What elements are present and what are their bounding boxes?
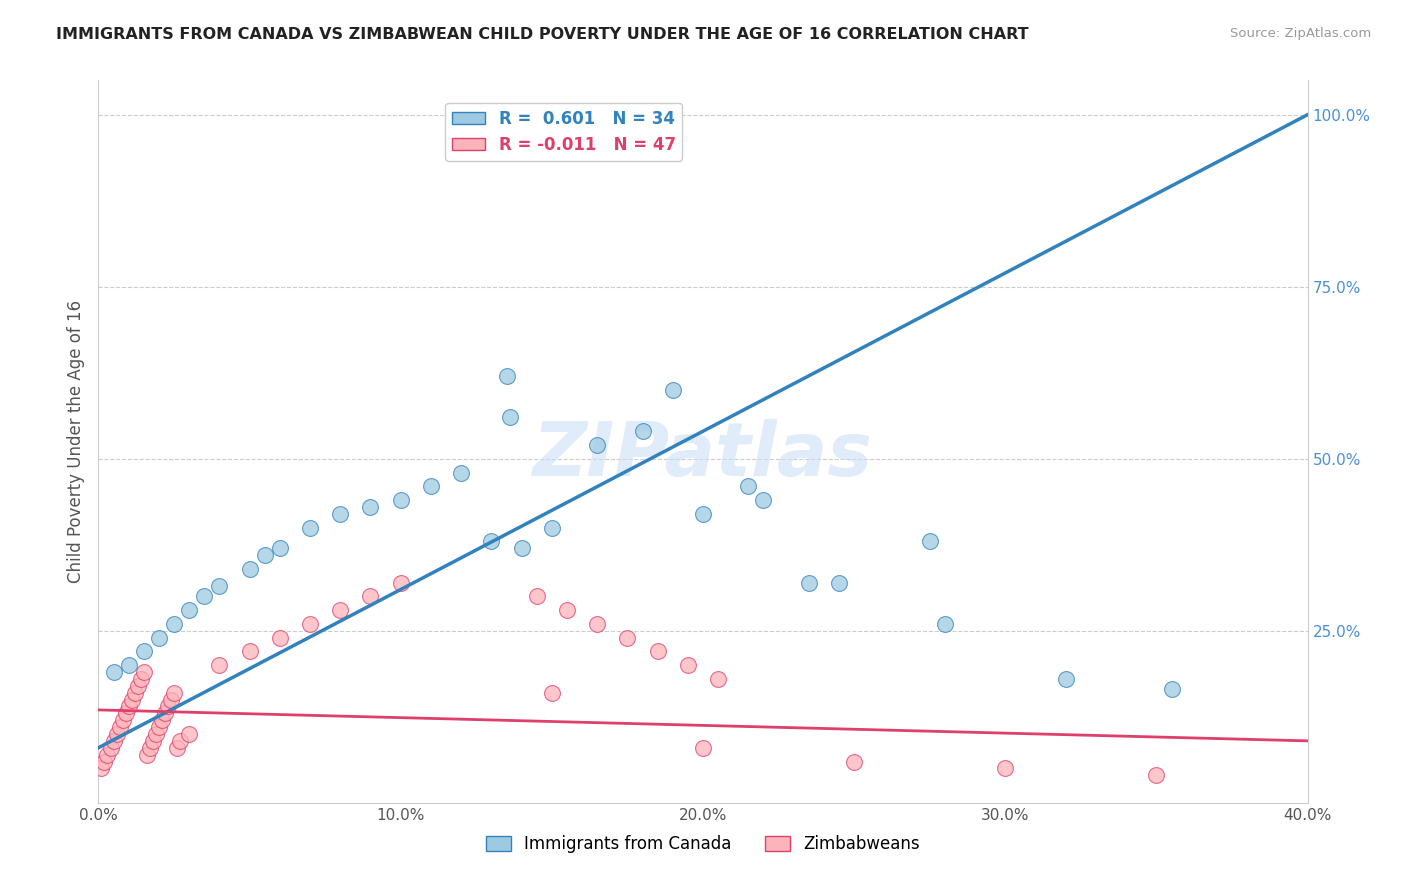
Point: [124, 686, 146, 700]
Point: [160, 692, 183, 706]
Point: [526, 590, 548, 604]
Point: [96, 747, 118, 762]
Point: [299, 616, 322, 631]
Point: [844, 755, 866, 769]
Point: [153, 706, 176, 721]
Point: [540, 520, 562, 534]
Point: [127, 679, 149, 693]
Point: [103, 734, 125, 748]
Point: [676, 658, 699, 673]
Point: [163, 686, 186, 700]
Point: [100, 740, 122, 755]
Point: [179, 727, 201, 741]
Point: [108, 720, 131, 734]
Point: [269, 631, 291, 645]
Point: [103, 665, 125, 679]
Point: [208, 658, 231, 673]
Point: [752, 493, 775, 508]
Text: Source: ZipAtlas.com: Source: ZipAtlas.com: [1230, 27, 1371, 40]
Point: [631, 424, 654, 438]
Point: [1054, 672, 1077, 686]
Point: [163, 616, 186, 631]
Point: [420, 479, 443, 493]
Point: [90, 761, 112, 775]
Point: [495, 369, 517, 384]
Y-axis label: Child Poverty Under the Age of 16: Child Poverty Under the Age of 16: [66, 300, 84, 583]
Point: [135, 747, 157, 762]
Point: [692, 507, 714, 521]
Point: [1144, 768, 1167, 782]
Point: [166, 740, 188, 755]
Point: [994, 761, 1017, 775]
Point: [132, 665, 155, 679]
Point: [148, 631, 170, 645]
Point: [389, 493, 412, 508]
Point: [647, 644, 669, 658]
Point: [145, 727, 167, 741]
Point: [179, 603, 201, 617]
Point: [934, 616, 956, 631]
Point: [707, 672, 730, 686]
Text: IMMIGRANTS FROM CANADA VS ZIMBABWEAN CHILD POVERTY UNDER THE AGE OF 16 CORRELATI: IMMIGRANTS FROM CANADA VS ZIMBABWEAN CHI…: [56, 27, 1029, 42]
Point: [114, 706, 136, 721]
Point: [510, 541, 533, 556]
Point: [586, 616, 609, 631]
Point: [139, 740, 162, 755]
Point: [129, 672, 152, 686]
Point: [481, 534, 503, 549]
Point: [132, 644, 155, 658]
Point: [450, 466, 472, 480]
Point: [329, 507, 352, 521]
Point: [239, 644, 262, 658]
Point: [360, 500, 382, 514]
Point: [111, 713, 134, 727]
Point: [329, 603, 352, 617]
Point: [299, 520, 322, 534]
Point: [540, 686, 562, 700]
Point: [1160, 682, 1182, 697]
Point: [105, 727, 128, 741]
Point: [661, 383, 683, 397]
Point: [208, 579, 231, 593]
Point: [253, 548, 276, 562]
Point: [118, 699, 141, 714]
Legend: Immigrants from Canada, Zimbabweans: Immigrants from Canada, Zimbabweans: [479, 828, 927, 860]
Point: [193, 590, 215, 604]
Point: [918, 534, 941, 549]
Point: [169, 734, 191, 748]
Point: [118, 658, 141, 673]
Point: [586, 438, 609, 452]
Point: [555, 603, 578, 617]
Point: [828, 575, 851, 590]
Point: [692, 740, 714, 755]
Point: [150, 713, 173, 727]
Point: [360, 590, 382, 604]
Text: ZIPatlas: ZIPatlas: [533, 419, 873, 492]
Point: [156, 699, 179, 714]
Point: [148, 720, 170, 734]
Point: [93, 755, 115, 769]
Point: [737, 479, 759, 493]
Point: [121, 692, 143, 706]
Point: [142, 734, 165, 748]
Point: [498, 410, 520, 425]
Point: [239, 562, 262, 576]
Point: [616, 631, 638, 645]
Point: [389, 575, 412, 590]
Point: [269, 541, 291, 556]
Point: [797, 575, 820, 590]
